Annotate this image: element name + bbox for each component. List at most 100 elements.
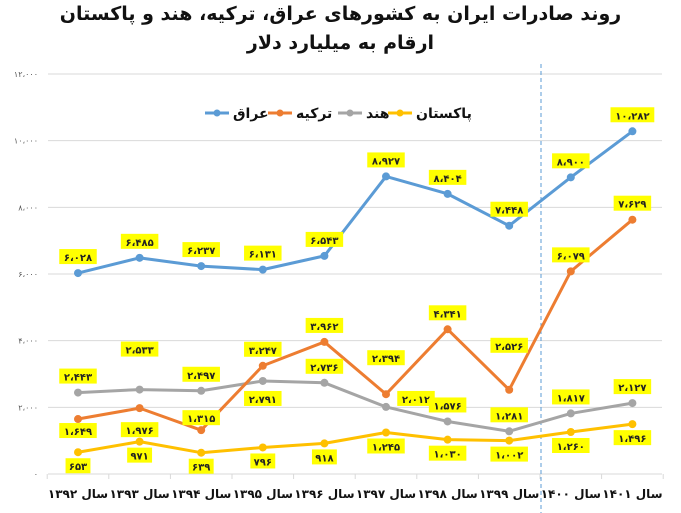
- data-label-bg: [305, 317, 344, 333]
- data-label-pakistan: ۷۹۶: [254, 457, 272, 468]
- data-point-pakistan: [628, 420, 637, 429]
- data-label-india: ۲،۷۹۱: [249, 395, 277, 406]
- data-label-bg: [311, 449, 337, 465]
- chart-subtitle: ارقام به میلیارد دلار: [246, 32, 435, 54]
- legend-label-turkey: ترکیه: [296, 106, 332, 122]
- legend-label-india: هند: [366, 106, 390, 122]
- data-point-pakistan: [74, 448, 82, 457]
- data-label-india: ۱،۲۸۱: [495, 411, 523, 422]
- x-tick-label: سال ۱۳۹۴: [171, 487, 231, 501]
- data-label-bg: [613, 195, 652, 211]
- data-point-pakistan: [566, 428, 575, 436]
- data-label-pakistan: ۱،۰۳۰: [433, 450, 461, 461]
- data-label-pakistan: ۶۵۳: [69, 462, 87, 473]
- x-tick-label: سال ۱۴۰۱: [602, 487, 662, 501]
- data-point-iraq: [566, 173, 575, 182]
- data-label-bg: [305, 231, 344, 247]
- data-label-bg: [397, 390, 435, 406]
- data-point-iraq: [74, 269, 82, 278]
- y-tick-label: ۲،۰۰۰: [18, 403, 38, 412]
- data-point-pakistan: [135, 437, 144, 446]
- data-label-bg: [428, 169, 467, 185]
- data-label-iraq: ۶،۰۲۸: [64, 253, 92, 264]
- legend-label-pakistan: پاکستان: [416, 106, 472, 122]
- data-point-turkey: [135, 404, 144, 413]
- data-label-bg: [182, 242, 220, 258]
- data-label-india: ۱،۵۷۶: [433, 401, 461, 412]
- data-label-bg: [428, 397, 467, 413]
- data-label-iraq: ۷،۴۴۸: [495, 206, 523, 217]
- data-label-turkey: ۶،۰۷۹: [557, 251, 585, 262]
- data-label-bg: [490, 337, 528, 353]
- data-point-iraq: [505, 221, 514, 230]
- data-label-bg: [552, 153, 590, 169]
- data-label-pakistan: ۱،۴۹۶: [618, 434, 646, 445]
- data-label-turkey: ۱،۹۷۶: [125, 426, 153, 437]
- data-label-pakistan: ۱،۲۶۰: [557, 442, 585, 453]
- data-point-iraq: [197, 262, 206, 271]
- y-tick-label: ۱۰،۰۰۰: [14, 137, 38, 146]
- data-point-pakistan: [320, 439, 329, 448]
- data-point-india: [566, 409, 575, 418]
- data-label-pakistan: ۶۳۹: [192, 463, 210, 474]
- data-label-iraq: ۸،۹۲۷: [372, 156, 400, 167]
- data-label-bg: [490, 446, 528, 462]
- data-label-turkey: ۳،۹۶۲: [310, 322, 338, 333]
- data-point-pakistan: [443, 435, 452, 444]
- data-point-india: [197, 386, 206, 395]
- y-tick-label: ۱۲،۰۰۰: [14, 70, 38, 79]
- series-line-pakistan: [77, 422, 633, 455]
- y-axis: ۰ ۲،۰۰۰ ۴،۰۰۰ ۶،۰۰۰ ۸،۰۰۰ ۱۰،۰۰۰ ۱۲،۰۰۰: [14, 70, 38, 479]
- data-label-india: ۲،۵۳۳: [125, 346, 153, 357]
- legend-marker-india: [346, 109, 354, 117]
- series-line-india: [77, 379, 633, 433]
- data-point-india: [135, 385, 144, 394]
- data-label-bg: [490, 201, 528, 217]
- data-label-iraq: ۱۰،۲۸۲: [615, 111, 649, 122]
- data-label-bg: [120, 233, 159, 249]
- data-point-pakistan: [505, 436, 514, 445]
- data-label-pakistan: ۱،۰۰۲: [495, 451, 523, 462]
- data-label-turkey: ۱،۳۱۵: [187, 414, 215, 425]
- data-label-bg: [244, 245, 282, 261]
- data-label-bg: [59, 423, 97, 439]
- data-point-pakistan: [197, 448, 206, 457]
- x-tick-label: سال ۱۳۹۳: [109, 487, 169, 501]
- y-tick-label: ۸،۰۰۰: [18, 203, 38, 212]
- data-label-india: ۲،۷۳۶: [310, 363, 338, 374]
- data-label-bg: [65, 458, 91, 474]
- series-line-iraq: [77, 130, 634, 275]
- data-label-bg: [613, 430, 652, 446]
- data-label-bg: [610, 107, 655, 123]
- x-tick-label: سال ۱۳۹۵: [233, 487, 293, 501]
- data-label-bg: [120, 341, 159, 357]
- x-tick-label: سال ۱۳۹۷: [356, 487, 416, 501]
- data-label-india: ۲،۱۲۷: [618, 383, 646, 394]
- data-point-pakistan: [382, 428, 390, 437]
- data-label-bg: [59, 368, 97, 384]
- data-label-turkey: ۳،۲۴۷: [249, 346, 277, 357]
- data-label-bg: [59, 249, 97, 265]
- data-label-pakistan: ۹۱۸: [315, 453, 333, 464]
- data-point-iraq: [258, 265, 267, 274]
- gridlines: [48, 73, 662, 408]
- data-point-india: [382, 402, 390, 411]
- data-point-turkey: [443, 325, 452, 334]
- data-label-bg: [428, 305, 467, 321]
- data-label-bg: [250, 453, 276, 469]
- data-point-pakistan: [258, 443, 267, 452]
- data-label-iraq: ۶،۵۴۳: [310, 236, 338, 247]
- data-label-bg: [367, 438, 405, 454]
- data-point-turkey: [382, 390, 390, 399]
- data-label-bg: [367, 350, 405, 366]
- data-point-turkey: [505, 385, 514, 394]
- data-label-turkey: ۴،۳۴۱: [433, 309, 461, 320]
- series-line-turkey: [77, 218, 634, 432]
- data-label-iraq: ۶،۲۳۷: [187, 246, 215, 257]
- x-tick-label: سال ۱۳۹۹: [479, 487, 539, 501]
- data-label-india: ۲،۰۱۲: [402, 395, 430, 406]
- data-label-bg: [367, 152, 405, 168]
- y-tick-label: ۴،۰۰۰: [18, 337, 38, 346]
- data-label-iraq: ۶،۱۳۱: [249, 250, 277, 261]
